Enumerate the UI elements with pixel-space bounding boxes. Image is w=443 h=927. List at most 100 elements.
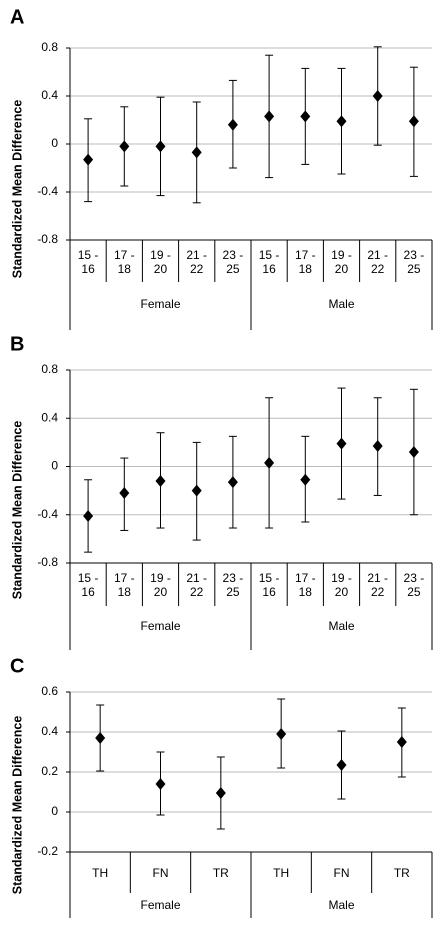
x-tick-label-box: 21 - 22 <box>367 571 389 599</box>
x-tick-label-box: 15 - 16 <box>77 248 99 276</box>
x-tick-label-box: FN <box>152 866 169 880</box>
x-tick-label: 19 - 20 <box>150 248 171 276</box>
group-label: Female <box>140 619 180 633</box>
point-marker <box>215 787 226 799</box>
point-marker <box>264 456 275 469</box>
x-tick-label-box: 15 - 16 <box>258 571 280 599</box>
x-tick-label: 23 - 25 <box>403 571 425 599</box>
x-tick-label: 23 - 25 <box>222 248 244 276</box>
x-tick-label: 21 - 22 <box>367 571 389 599</box>
panel-label: A <box>10 6 24 28</box>
point-marker <box>300 473 311 486</box>
y-axis-label: Standardized Mean Difference <box>10 100 24 279</box>
y-tick-label: -0.8 <box>37 555 58 569</box>
point-marker <box>155 778 166 790</box>
y-tick-label: 0 <box>51 136 58 150</box>
y-tick-label: 0.8 <box>41 40 58 54</box>
y-tick-label: 0 <box>51 459 58 473</box>
panel-label: B <box>10 333 24 355</box>
y-tick-label: 0.4 <box>41 88 58 102</box>
x-tick-label-box: TH <box>92 866 109 880</box>
x-tick-label-box: 23 - 25 <box>403 248 425 276</box>
point-marker <box>119 487 130 500</box>
point-marker <box>95 732 106 744</box>
x-tick-label: 15 - 16 <box>77 571 99 599</box>
x-tick-label: 17 - 18 <box>113 248 135 276</box>
panel-label: C <box>10 655 24 677</box>
x-tick-label-box: 21 - 22 <box>186 248 208 276</box>
x-tick-label-box: 17 - 18 <box>294 571 316 599</box>
x-tick-label: TH <box>273 866 290 880</box>
x-tick-label-box: 15 - 16 <box>258 248 280 276</box>
y-tick-label: -0.4 <box>37 507 58 521</box>
x-tick-label: 21 - 22 <box>367 248 389 276</box>
x-tick-label: 17 - 18 <box>294 571 316 599</box>
point-marker <box>83 509 94 522</box>
x-tick-label-box: 17 - 18 <box>113 248 135 276</box>
x-tick-label: 19 - 20 <box>150 571 171 599</box>
point-marker <box>336 437 347 450</box>
point-marker <box>336 759 347 771</box>
point-marker <box>408 115 419 128</box>
x-tick-label: TH <box>92 866 109 880</box>
group-label: Male <box>328 619 354 633</box>
y-tick-label: 0.8 <box>41 362 58 376</box>
point-marker <box>227 118 238 131</box>
x-tick-label-box: 15 - 16 <box>77 571 99 599</box>
point-marker <box>300 110 311 123</box>
x-tick-label-box: TR <box>393 866 410 880</box>
x-tick-label-box: 23 - 25 <box>222 571 244 599</box>
x-tick-label: TR <box>212 866 229 880</box>
y-tick-label: -0.4 <box>37 184 58 198</box>
y-tick-label: 0.4 <box>41 410 58 424</box>
x-tick-label-box: 19 - 20 <box>331 248 352 276</box>
x-tick-label-box: 19 - 20 <box>150 248 171 276</box>
x-tick-label-box: 21 - 22 <box>367 248 389 276</box>
point-marker <box>264 110 275 123</box>
point-marker <box>119 140 130 153</box>
y-tick-label: 0 <box>51 804 58 818</box>
x-tick-label-box: 19 - 20 <box>150 571 171 599</box>
x-tick-label-box: TH <box>273 866 290 880</box>
x-tick-label: FN <box>333 866 350 880</box>
x-tick-label: 15 - 16 <box>77 248 99 276</box>
point-marker <box>336 115 347 128</box>
group-label: Male <box>328 297 354 311</box>
x-tick-label-box: FN <box>333 866 350 880</box>
x-tick-label-box: TR <box>212 866 229 880</box>
point-marker <box>276 728 287 740</box>
point-marker <box>372 90 383 102</box>
x-tick-label: 19 - 20 <box>331 571 352 599</box>
y-axis-label: Standardized Mean Difference <box>10 421 24 600</box>
point-marker <box>155 474 166 487</box>
point-marker <box>227 476 238 489</box>
x-tick-label-box: 17 - 18 <box>294 248 316 276</box>
x-tick-label: 15 - 16 <box>258 571 280 599</box>
group-label: Female <box>140 898 180 912</box>
point-marker <box>191 484 202 497</box>
x-tick-label: 23 - 25 <box>222 571 244 599</box>
x-tick-label: 15 - 16 <box>258 248 280 276</box>
point-marker <box>408 446 419 459</box>
x-tick-label: 21 - 22 <box>186 571 208 599</box>
x-tick-label-box: 23 - 25 <box>403 571 425 599</box>
x-tick-label-box: 21 - 22 <box>186 571 208 599</box>
point-marker <box>191 146 202 159</box>
x-tick-label: 23 - 25 <box>403 248 425 276</box>
x-tick-label: 17 - 18 <box>294 248 316 276</box>
y-axis-label: Standardized Mean Difference <box>10 716 24 895</box>
x-tick-label-box: 23 - 25 <box>222 248 244 276</box>
y-tick-label: 0.2 <box>41 764 58 778</box>
x-tick-label: TR <box>393 866 410 880</box>
point-marker <box>83 153 94 166</box>
y-tick-label: -0.8 <box>37 232 58 246</box>
x-tick-label: FN <box>152 866 169 880</box>
x-tick-label-box: 17 - 18 <box>114 571 135 599</box>
group-label: Female <box>140 297 180 311</box>
y-tick-label: 0.4 <box>41 724 58 738</box>
x-tick-label: 19 - 20 <box>331 248 352 276</box>
point-marker <box>372 439 383 452</box>
point-marker <box>155 140 166 153</box>
x-tick-label: 21 - 22 <box>186 248 208 276</box>
